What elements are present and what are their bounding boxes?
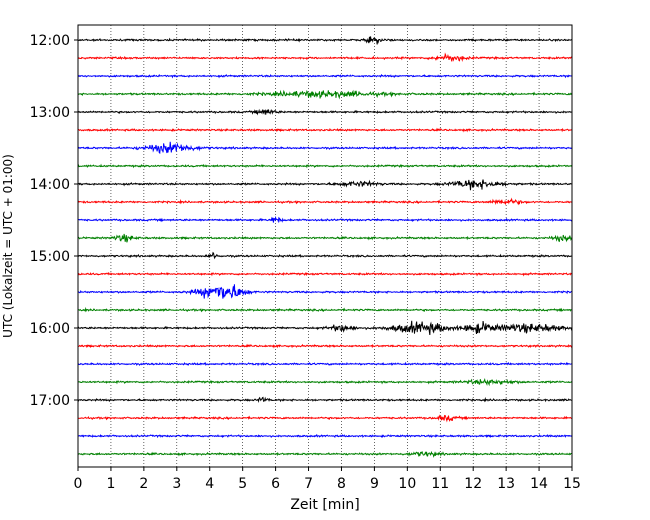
- y-tick-label-3: 15:00: [30, 249, 70, 265]
- x-tick-label-7: 7: [304, 476, 313, 492]
- x-tick-label-0: 0: [74, 476, 83, 492]
- trace-1300: [77, 108, 573, 116]
- trace-1200: [77, 36, 573, 45]
- seismic-traces: [77, 36, 573, 458]
- trace-1730: [77, 433, 573, 439]
- x-tick-label-6: 6: [271, 476, 280, 492]
- y-tick-label-0: 12:00: [30, 33, 70, 49]
- trace-1330: [77, 141, 573, 154]
- x-axis-ticks: 0 1 2 3 4 5 6 7 8 9 10 11 12 13 14 15: [74, 467, 581, 492]
- x-axis-label: Zeit [min]: [290, 497, 359, 513]
- y-tick-label-2: 14:00: [30, 177, 70, 193]
- x-tick-label-13: 13: [497, 476, 515, 492]
- trace-1345: [77, 163, 573, 169]
- trace-1715: [77, 414, 573, 423]
- trace-1530: [77, 284, 573, 299]
- trace-1600: [77, 320, 573, 335]
- trace-1545: [77, 306, 573, 313]
- x-tick-label-9: 9: [370, 476, 379, 492]
- x-tick-label-11: 11: [431, 476, 449, 492]
- trace-1700: [77, 396, 573, 404]
- trace-1245: [77, 89, 573, 100]
- y-tick-label-1: 13:00: [30, 105, 70, 121]
- trace-1500: [77, 251, 573, 260]
- y-axis-label: UTC (Lokalzeit = UTC + 01:00): [1, 154, 15, 338]
- trace-1745: [77, 450, 573, 458]
- x-tick-label-1: 1: [106, 476, 115, 492]
- x-tick-label-12: 12: [464, 476, 482, 492]
- trace-1230: [77, 73, 573, 79]
- trace-1400: [77, 179, 573, 191]
- trace-1645: [77, 377, 573, 387]
- x-tick-label-4: 4: [205, 476, 214, 492]
- x-tick-label-8: 8: [337, 476, 346, 492]
- y-tick-label-5: 17:00: [30, 393, 70, 409]
- plot-frame: [77, 24, 573, 468]
- trace-1415: [77, 197, 573, 206]
- y-tick-label-4: 16:00: [30, 321, 70, 337]
- trace-1445: [77, 233, 573, 243]
- x-tick-label-10: 10: [398, 476, 416, 492]
- x-tick-label-14: 14: [530, 476, 548, 492]
- x-tick-label-2: 2: [139, 476, 148, 492]
- trace-1430: [77, 215, 573, 224]
- x-tick-label-15: 15: [563, 476, 581, 492]
- trace-1215: [77, 52, 573, 63]
- trace-1630: [77, 361, 573, 367]
- trace-1315: [77, 127, 573, 133]
- y-axis-ticks: 12:00 13:00 14:00 15:00 16:00 17:00: [30, 33, 78, 409]
- trace-1615: [77, 343, 573, 349]
- x-tick-label-5: 5: [238, 476, 247, 492]
- trace-1515: [77, 271, 573, 277]
- x-tick-label-3: 3: [172, 476, 181, 492]
